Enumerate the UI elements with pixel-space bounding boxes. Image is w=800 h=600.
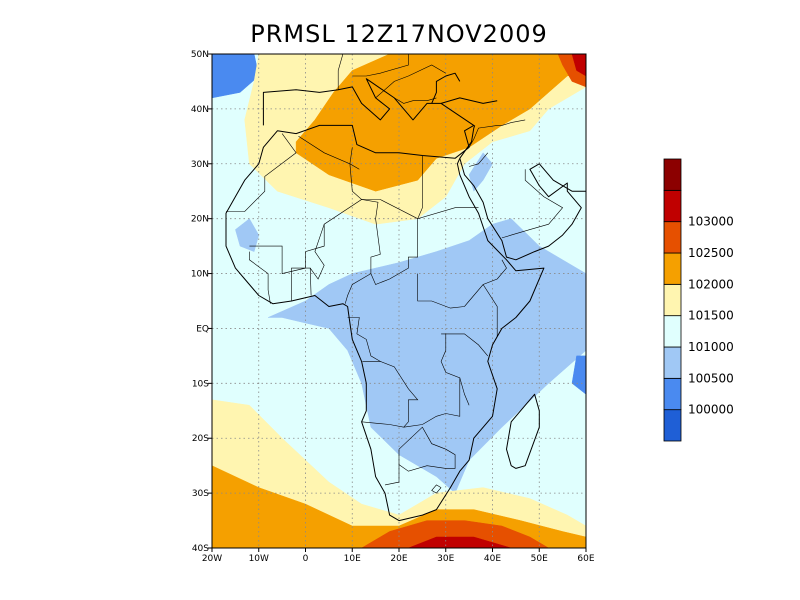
coastline bbox=[459, 158, 586, 261]
colorbar-bin bbox=[663, 283, 682, 317]
lat-tick-label: 30N bbox=[191, 160, 209, 170]
colorbar-bin bbox=[663, 315, 682, 348]
colorbar-bin bbox=[663, 409, 682, 442]
country-border bbox=[375, 64, 446, 99]
country-border bbox=[468, 119, 526, 148]
colorbar-bin bbox=[663, 189, 682, 223]
colorbar-label: 101500 bbox=[688, 309, 734, 323]
lon-tick-label: 0 bbox=[303, 554, 309, 564]
country-border bbox=[384, 449, 400, 486]
lat-tick-label: EQ bbox=[196, 324, 209, 334]
country-border bbox=[403, 377, 461, 428]
coastline bbox=[431, 72, 461, 104]
coastline bbox=[225, 78, 545, 522]
coastline bbox=[459, 125, 476, 159]
coastline bbox=[440, 97, 498, 104]
country-border bbox=[501, 169, 564, 239]
country-border bbox=[337, 54, 344, 90]
colorbar-label: 100500 bbox=[688, 371, 734, 385]
pressure-region-102000-1 bbox=[295, 54, 586, 192]
lat-tick-label: 20N bbox=[191, 215, 209, 225]
lat-tick-label: 20S bbox=[192, 434, 209, 444]
pressure-region-100500-1 bbox=[267, 218, 586, 494]
colorbar-label: 102500 bbox=[688, 246, 734, 260]
country-border bbox=[370, 207, 479, 285]
pressure-region-103000-2 bbox=[408, 536, 512, 548]
country-border bbox=[398, 426, 456, 472]
colorbar: 100000 100500 101000 101500 102000 102500 1030… bbox=[663, 158, 734, 442]
country-border bbox=[309, 224, 325, 280]
lon-tick-label: 10E bbox=[344, 554, 361, 564]
pressure-region-100500-2 bbox=[468, 152, 493, 192]
colorbar-bin bbox=[663, 221, 682, 254]
colorbar-bin bbox=[663, 252, 682, 285]
country-border bbox=[431, 484, 442, 494]
lat-tick-label: 10S bbox=[192, 379, 209, 389]
pressure-region-100500-3 bbox=[235, 218, 260, 252]
coastlines-and-borders bbox=[225, 54, 586, 522]
country-border bbox=[394, 97, 437, 104]
lat-tick-label: 10N bbox=[191, 270, 209, 280]
country-border bbox=[441, 333, 489, 357]
lat-lon-grid bbox=[212, 54, 586, 548]
colorbar-bin bbox=[663, 346, 682, 379]
colorbar-bin bbox=[663, 158, 682, 191]
country-border bbox=[417, 259, 507, 309]
colorbar-label: 102000 bbox=[688, 277, 734, 291]
lon-tick-label: 20W bbox=[202, 554, 222, 564]
map-title: PRMSL 12Z17NOV2009 bbox=[250, 20, 548, 48]
pressure-region-100000-3 bbox=[571, 355, 586, 395]
lon-tick-label: 40E bbox=[484, 554, 501, 564]
lat-tick-label: 40N bbox=[191, 105, 209, 115]
lon-tick-label: 20E bbox=[390, 554, 407, 564]
lon-tick-label: 30E bbox=[437, 554, 454, 564]
country-border bbox=[249, 251, 271, 304]
country-border bbox=[249, 199, 381, 304]
country-border bbox=[349, 147, 360, 170]
country-border bbox=[352, 54, 409, 77]
country-border bbox=[226, 133, 297, 212]
colorbar-bin bbox=[663, 377, 682, 411]
pressure-region-103000-1 bbox=[571, 54, 586, 77]
lon-tick-label: 60E bbox=[577, 554, 594, 564]
pressure-region-102500-2 bbox=[361, 520, 550, 548]
country-border bbox=[469, 152, 489, 167]
axis-ticks: 20W 10W 0 10E 20E 30E 40E 50E 60E 50N 40N 30N 20N 10N… bbox=[191, 50, 595, 564]
lat-tick-label: 30S bbox=[192, 489, 209, 499]
lat-tick-label: 50N bbox=[191, 50, 209, 60]
colorbar-label: 103000 bbox=[688, 215, 734, 229]
lon-tick-label: 10W bbox=[249, 554, 269, 564]
country-border bbox=[482, 284, 498, 346]
coastline bbox=[506, 393, 540, 469]
colorbar-label: 100000 bbox=[688, 403, 734, 417]
map-area bbox=[212, 54, 586, 548]
pressure-region-100000-1 bbox=[212, 54, 260, 99]
country-border bbox=[440, 333, 470, 406]
country-border bbox=[291, 267, 312, 301]
country-border bbox=[361, 361, 419, 428]
lon-tick-label: 50E bbox=[531, 554, 548, 564]
colorbar-label: 101000 bbox=[688, 340, 734, 354]
lat-tick-label: 40S bbox=[192, 544, 209, 554]
